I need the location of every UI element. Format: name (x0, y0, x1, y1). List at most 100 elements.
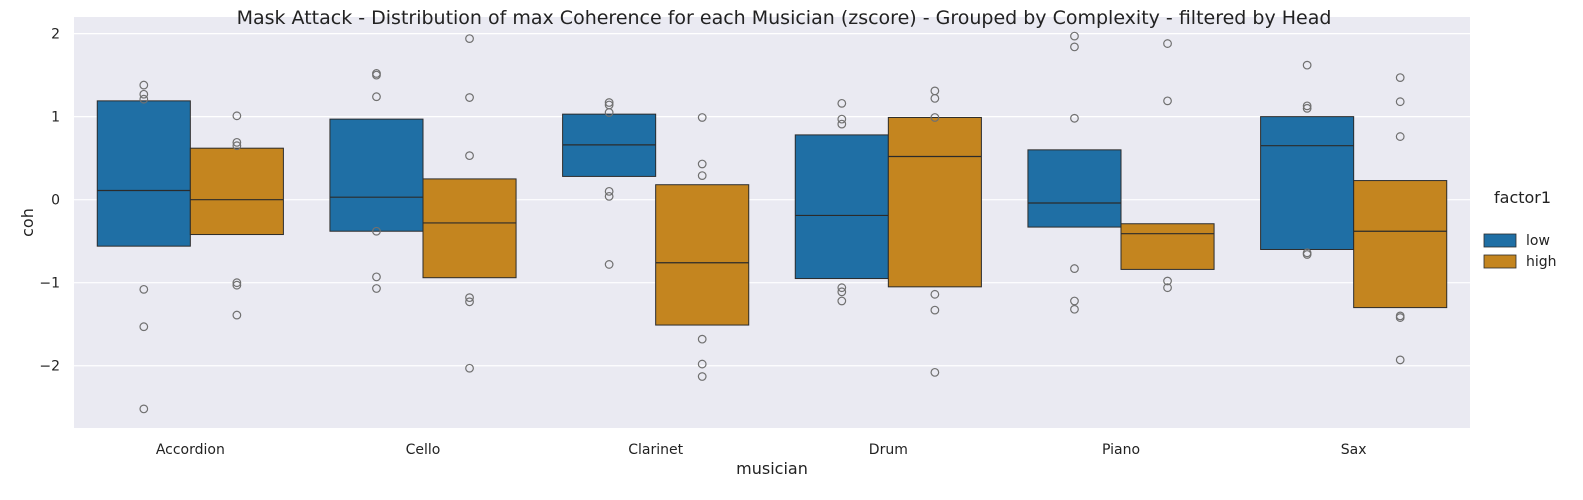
box-group (794, 98, 889, 306)
box-group (562, 98, 657, 269)
outlier-point (465, 363, 474, 373)
outlier-point (1163, 39, 1172, 48)
outlier-point (604, 191, 614, 201)
outlier-point (604, 260, 614, 269)
outlier-point (1395, 73, 1405, 83)
plot-area (74, 17, 1470, 428)
legend-swatch-high (1483, 254, 1517, 269)
box-group (887, 86, 982, 377)
outlier-point (930, 289, 940, 299)
outlier-point (1163, 96, 1172, 106)
box-high (189, 147, 284, 236)
outlier-point (930, 305, 940, 315)
y-tick-label: −1 (39, 276, 60, 292)
box-high (655, 184, 750, 326)
outlier-point (1070, 304, 1079, 314)
outlier-point (465, 93, 474, 102)
legend-label-low: low (1526, 233, 1550, 249)
outlier-point (1302, 101, 1312, 111)
x-tick-label: Sax (1341, 442, 1367, 458)
x-tick-label: Drum (869, 442, 908, 458)
y-tick-label: 1 (51, 110, 60, 126)
outlier-point (1395, 355, 1405, 365)
y-tick-label: 0 (51, 193, 60, 209)
outlier-point (465, 297, 474, 307)
outlier-point (139, 284, 149, 294)
outlier-point (697, 359, 707, 369)
box-high (1353, 180, 1448, 309)
outlier-point (232, 280, 242, 290)
outlier-point (1395, 97, 1405, 107)
box-high (887, 116, 982, 288)
chart-title: Mask Attack - Distribution of max Cohere… (237, 7, 1332, 29)
outlier-point (465, 151, 474, 161)
outlier-point (372, 226, 381, 236)
outlier-point (697, 171, 707, 180)
box-group (1027, 31, 1122, 314)
legend-label-high: high (1526, 254, 1557, 270)
box-low (329, 118, 424, 232)
outlier-point (372, 92, 381, 102)
outlier-point (1070, 296, 1079, 306)
outlier-point (1302, 250, 1312, 259)
outlier-point (139, 404, 149, 414)
outlier-point (139, 80, 149, 90)
outlier-point (697, 372, 707, 381)
legend: factor1 low high (1483, 188, 1557, 270)
box-low (794, 134, 889, 280)
outlier-point (697, 334, 707, 344)
box-group (655, 113, 750, 381)
outlier-point (1163, 276, 1172, 286)
outlier-point (604, 98, 614, 107)
box-group (96, 80, 191, 414)
box-low (1260, 116, 1355, 250)
outlier-point (465, 34, 474, 43)
box-group (1120, 39, 1215, 293)
outlier-point (1070, 31, 1079, 41)
outlier-point (837, 114, 847, 124)
outlier-point (1070, 113, 1079, 123)
outlier-point (1163, 283, 1172, 293)
outlier-point (372, 284, 381, 293)
outlier-point (837, 296, 847, 306)
outlier-point (372, 70, 381, 80)
y-axis-label: coh (18, 208, 37, 237)
outlier-point (232, 111, 242, 121)
outlier-point (1070, 264, 1079, 273)
x-tick-label: Cello (406, 442, 441, 458)
box-high (422, 178, 517, 279)
outlier-point (697, 159, 707, 169)
y-tick-labels: 2 1 0 −1 −2 (39, 27, 60, 375)
outlier-point (1395, 313, 1405, 322)
legend-title: factor1 (1494, 188, 1551, 207)
x-tick-label: Piano (1102, 442, 1140, 458)
outlier-point (1302, 60, 1312, 70)
x-tick-label: Accordion (156, 442, 225, 458)
y-tick-label: −2 (39, 359, 60, 375)
outlier-point (1070, 42, 1079, 52)
outlier-point (465, 293, 474, 303)
outlier-point (930, 113, 940, 122)
box-group (189, 111, 284, 320)
outlier-point (837, 98, 847, 108)
outlier-point (930, 93, 940, 103)
outlier-point (372, 272, 381, 282)
box-low (96, 100, 191, 247)
outlier-point (139, 322, 149, 332)
outlier-point (232, 310, 242, 320)
outlier-point (139, 94, 149, 104)
legend-swatch-low (1483, 233, 1517, 248)
outlier-point (837, 287, 847, 297)
box-group (1353, 73, 1448, 365)
outlier-point (837, 119, 847, 129)
outlier-point (604, 186, 614, 196)
outlier-point (697, 113, 707, 122)
x-axis-label: musician (736, 459, 808, 478)
outlier-point (232, 141, 242, 151)
box-group (422, 34, 517, 373)
outlier-point (930, 367, 940, 377)
boxes (96, 31, 1448, 414)
box-low (1027, 149, 1122, 228)
outlier-point (604, 108, 614, 117)
